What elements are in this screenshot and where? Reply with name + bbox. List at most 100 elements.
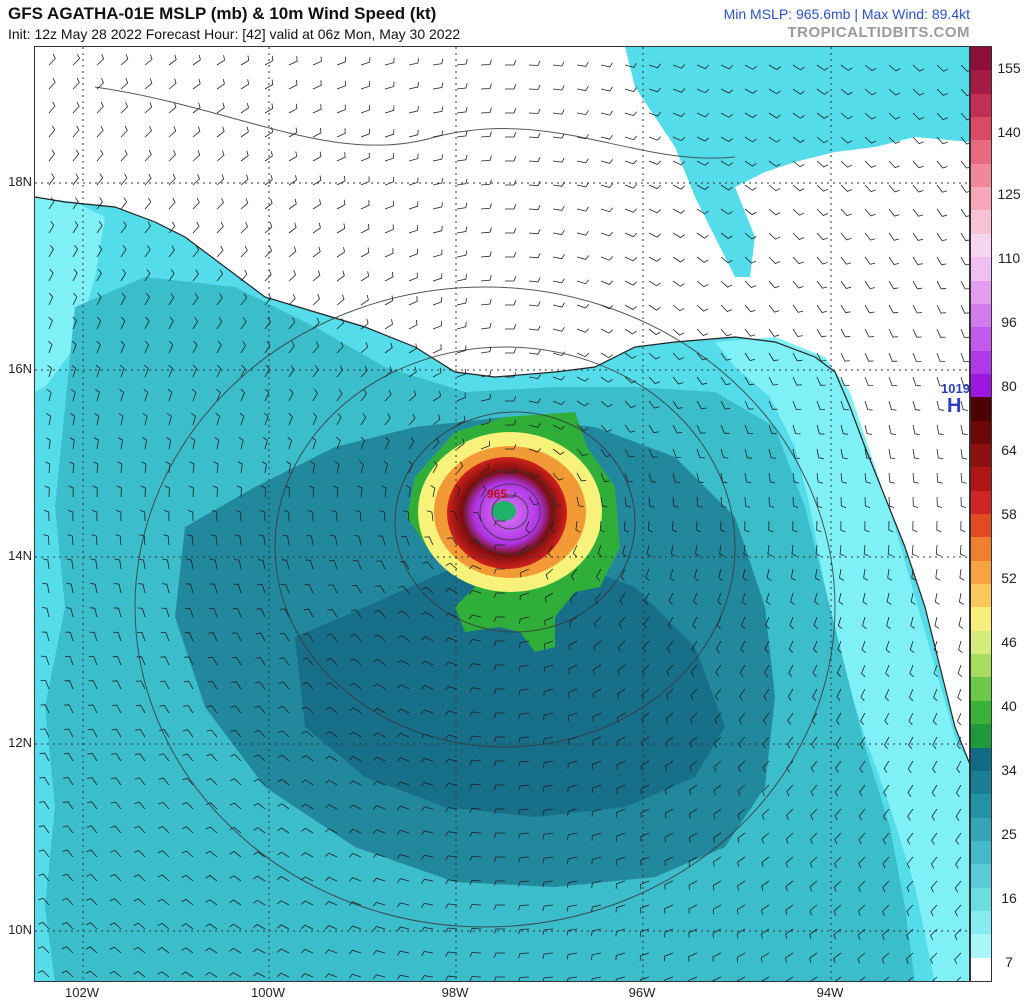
wind-barb	[881, 952, 890, 964]
wind-barb	[720, 136, 733, 142]
wind-barb	[264, 198, 273, 210]
wind-barb	[348, 925, 362, 931]
wind-barb	[696, 256, 709, 263]
map-stats: Min MSLP: 965.6mb | Max Wind: 89.4kt	[723, 6, 970, 22]
wind-barb	[547, 544, 554, 557]
wind-barb	[834, 832, 842, 845]
wind-barb	[212, 485, 218, 498]
wind-barb	[181, 923, 194, 930]
wind-barb	[888, 328, 898, 338]
wind-barb	[157, 898, 170, 906]
wind-barb	[648, 496, 655, 508]
wind-barb	[408, 390, 417, 402]
wind-barb	[960, 136, 969, 145]
wind-barb	[519, 592, 530, 601]
weather-map[interactable]: 965 1019 H	[34, 46, 970, 982]
wind-barb	[288, 365, 295, 378]
wind-barb	[216, 293, 223, 306]
wind-barb	[37, 946, 50, 954]
wind-barb	[48, 245, 54, 258]
wind-barb	[205, 850, 218, 858]
wind-barb	[351, 584, 362, 594]
wind-barb	[96, 54, 105, 66]
wind-barb	[600, 110, 613, 116]
wind-barb	[690, 688, 698, 701]
wind-barb	[260, 485, 267, 498]
colorbar-segment	[971, 584, 991, 608]
wind-barb	[381, 485, 387, 498]
wind-barb	[593, 616, 602, 628]
wind-barb	[518, 880, 530, 887]
wind-barb	[887, 568, 893, 581]
wind-barb	[666, 688, 674, 700]
wind-barb	[384, 295, 394, 306]
wind-barb	[325, 682, 338, 690]
wind-barb	[552, 85, 565, 91]
wind-barb	[350, 633, 362, 642]
wind-barb	[324, 876, 338, 882]
wind-barb	[253, 948, 266, 954]
wind-barb	[396, 854, 410, 859]
wind-barb	[38, 825, 50, 834]
wind-barb	[144, 340, 150, 354]
wind-barb	[456, 106, 468, 114]
wind-barb	[38, 873, 50, 882]
wind-barb	[768, 232, 781, 240]
wind-barb	[905, 952, 914, 964]
wind-barb	[936, 496, 943, 508]
wind-barb	[840, 424, 849, 435]
wind-barb	[672, 496, 679, 508]
wind-barb	[720, 352, 732, 361]
wind-barb	[720, 232, 733, 239]
wind-barb	[600, 328, 613, 334]
wind-barb	[90, 582, 98, 594]
wind-barb	[330, 534, 338, 546]
wind-barb	[48, 316, 53, 330]
wind-barb	[936, 160, 948, 169]
wind-barb	[493, 520, 505, 526]
wind-barb	[372, 780, 386, 786]
wind-barb	[480, 440, 490, 450]
brand-watermark[interactable]: TROPICALTIDBITS.COM	[787, 24, 970, 41]
wind-barb	[720, 496, 727, 508]
wind-barb	[960, 496, 967, 509]
wind-barb	[255, 632, 266, 642]
wind-barb	[592, 664, 602, 675]
wind-barb	[567, 808, 578, 817]
wind-barb	[421, 782, 434, 787]
colorbar-segment	[971, 700, 991, 725]
wind-barb	[87, 752, 98, 762]
wind-barb	[906, 880, 914, 893]
wind-barb	[94, 413, 100, 426]
colorbar-label: 140	[997, 124, 1021, 140]
wind-barb	[240, 174, 249, 186]
wind-barb	[624, 280, 637, 286]
wind-barb	[566, 904, 578, 912]
wind-barb	[445, 927, 458, 933]
wind-barb	[96, 149, 104, 162]
wind-barb	[576, 279, 590, 285]
wind-barb	[960, 424, 968, 436]
wind-barb	[312, 222, 321, 234]
wind-barb	[672, 448, 682, 458]
wind-barb	[373, 634, 386, 642]
wind-barb	[543, 664, 554, 673]
wind-barb	[480, 298, 492, 306]
wind-barb	[120, 149, 128, 162]
wind-barb	[624, 87, 638, 92]
wind-barb	[192, 269, 199, 282]
wind-barb	[959, 544, 966, 557]
wind-barb	[858, 832, 866, 845]
wind-barb	[134, 801, 146, 810]
wind-barb	[480, 370, 492, 378]
wind-barb	[216, 245, 224, 258]
wind-barb	[480, 59, 492, 66]
wind-barb	[600, 472, 610, 482]
wind-barb	[600, 280, 614, 285]
wind-barb	[864, 64, 877, 72]
wind-barb	[72, 340, 77, 354]
wind-barb	[809, 880, 818, 892]
wind-barb	[210, 558, 218, 570]
wind-barb	[240, 150, 249, 162]
wind-barb	[505, 300, 517, 306]
